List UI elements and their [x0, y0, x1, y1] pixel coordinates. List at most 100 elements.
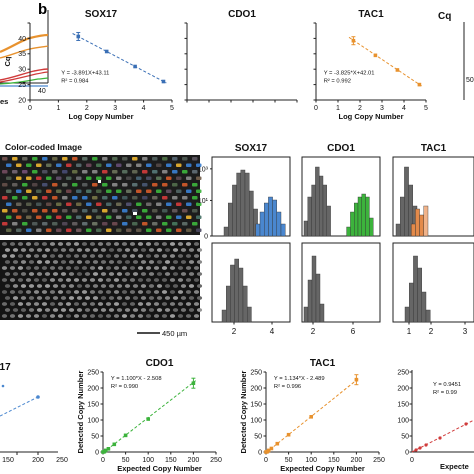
droplet — [172, 272, 179, 276]
droplet — [92, 308, 99, 312]
droplet — [12, 308, 19, 312]
y-tick-label: 30 — [18, 67, 26, 74]
droplet — [9, 242, 16, 246]
droplet — [129, 290, 136, 294]
droplet — [192, 157, 198, 161]
droplet — [6, 163, 12, 167]
droplet — [121, 242, 128, 246]
droplet — [32, 209, 38, 213]
droplet — [166, 189, 172, 193]
droplet — [28, 296, 35, 300]
droplet — [105, 290, 112, 294]
droplet — [172, 296, 179, 300]
droplet — [129, 242, 136, 246]
droplet — [105, 278, 112, 282]
droplet — [9, 254, 16, 258]
x-tick-label: 100 — [305, 457, 317, 464]
histogram-bar — [423, 205, 429, 237]
droplet — [132, 222, 138, 226]
droplet — [164, 260, 171, 264]
chart-cdo1-standard-curve: CDO1 — [184, 9, 298, 103]
droplet — [106, 176, 112, 180]
droplet — [84, 260, 91, 264]
droplet — [122, 209, 128, 213]
droplet — [148, 248, 155, 252]
droplet — [140, 272, 147, 276]
droplet — [172, 308, 179, 312]
droplet — [96, 215, 102, 219]
droplet — [132, 209, 138, 213]
droplet — [122, 183, 128, 187]
droplet — [22, 196, 28, 200]
droplet — [186, 228, 192, 232]
droplet — [81, 314, 88, 318]
data-point — [373, 53, 378, 58]
droplet — [33, 266, 40, 270]
droplet — [126, 163, 132, 167]
droplet — [22, 170, 28, 174]
droplet — [193, 278, 200, 282]
droplet — [89, 266, 96, 270]
droplet — [84, 284, 91, 288]
droplet — [60, 308, 67, 312]
droplet — [108, 284, 115, 288]
droplet — [137, 242, 144, 246]
droplet — [42, 157, 48, 161]
data-point — [76, 34, 81, 39]
droplet — [136, 202, 142, 206]
x-tick-label: 5 — [170, 105, 174, 112]
droplet — [44, 260, 51, 264]
droplet — [12, 260, 19, 264]
x-tick-label: 50 — [122, 457, 130, 464]
data-point — [161, 79, 166, 84]
data-point — [104, 49, 109, 54]
droplet — [182, 196, 188, 200]
histogram-y-tick: 10¹ — [198, 198, 209, 205]
droplet — [105, 302, 112, 306]
data-point — [106, 447, 111, 451]
x-tick-label: 4 — [142, 105, 146, 112]
x-tick-label: 4 — [402, 105, 406, 112]
histogram-bar — [276, 211, 282, 237]
droplet — [4, 260, 11, 264]
droplet — [72, 170, 78, 174]
droplet — [73, 302, 80, 306]
droplet — [186, 163, 192, 167]
droplet — [186, 202, 192, 206]
droplet — [193, 254, 200, 258]
droplet — [57, 266, 64, 270]
histogram-bar — [425, 309, 431, 323]
droplet — [176, 228, 182, 232]
droplet — [36, 215, 42, 219]
droplet — [17, 266, 24, 270]
droplet — [81, 278, 88, 282]
droplet — [126, 176, 132, 180]
droplet — [68, 308, 75, 312]
droplet — [82, 222, 88, 226]
histogram-bar — [350, 211, 355, 237]
droplet — [182, 183, 188, 187]
histogram-bar — [365, 196, 370, 237]
data-point — [123, 433, 128, 438]
x-tick-label: 250 — [210, 457, 222, 464]
histogram-bar — [264, 202, 269, 237]
droplet — [1, 314, 8, 318]
droplet — [148, 308, 155, 312]
droplet — [145, 290, 152, 294]
droplet — [2, 209, 8, 213]
data-point — [112, 442, 117, 447]
droplet — [52, 248, 59, 252]
droplet — [20, 272, 27, 276]
droplet — [41, 278, 48, 282]
droplet — [66, 228, 72, 232]
droplet — [172, 196, 178, 200]
droplet — [89, 314, 96, 318]
droplet — [81, 302, 88, 306]
droplet — [162, 157, 168, 161]
droplet — [6, 202, 12, 206]
droplet — [12, 296, 19, 300]
histogram-bar — [303, 220, 308, 237]
histogram-bar — [272, 199, 278, 237]
data-point — [417, 82, 422, 87]
droplet — [192, 170, 198, 174]
